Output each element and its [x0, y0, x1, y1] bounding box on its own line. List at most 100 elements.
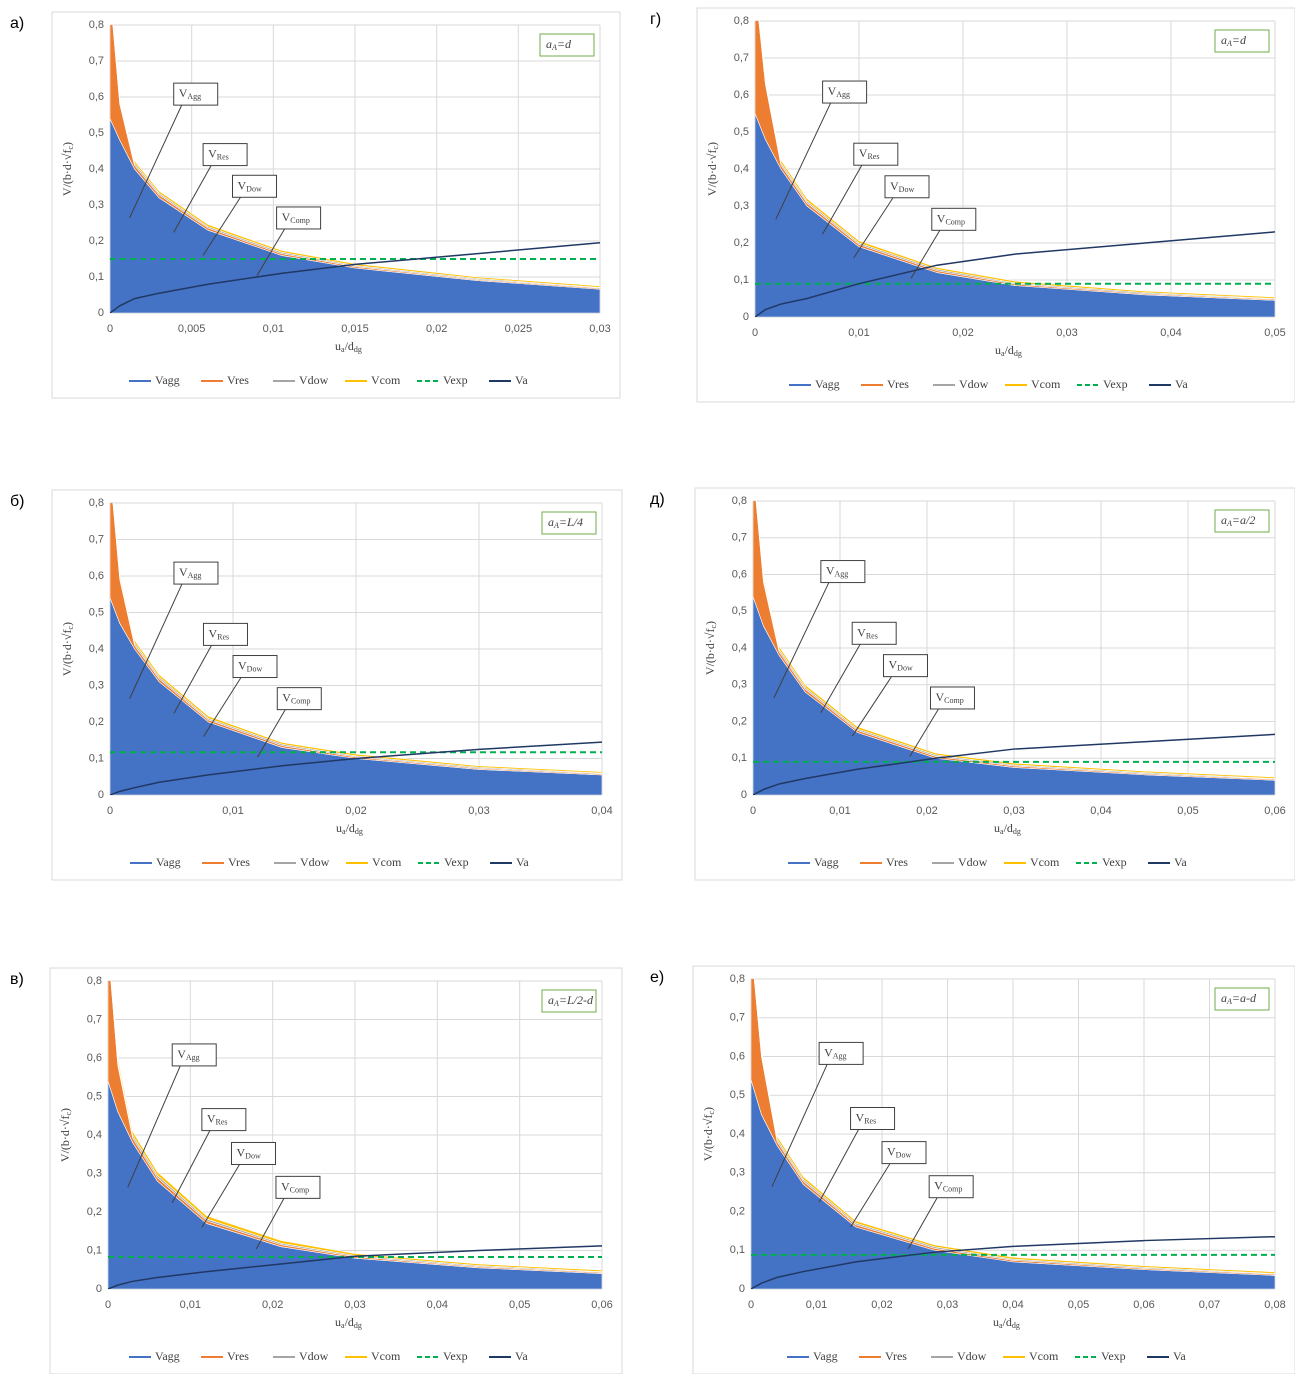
- callout-label-part: Res: [864, 1116, 876, 1125]
- callout-label: VAgg: [179, 565, 201, 580]
- x-axis-title-part: u: [994, 821, 1000, 835]
- callout-box: [929, 686, 975, 710]
- x-tick-label: 0,03: [468, 805, 489, 817]
- x-tick-label: 0,04: [1090, 805, 1111, 817]
- annotation-part: =a-d: [1232, 991, 1257, 1005]
- callout-leader: [129, 583, 183, 699]
- x-tick-label: 0,04: [1002, 1299, 1023, 1311]
- annotation-box: [1214, 987, 1270, 1011]
- y-axis-title: V/(b·d·√fc): [705, 142, 720, 196]
- callout-label-part: V: [828, 84, 837, 98]
- callout-box: [851, 621, 897, 645]
- annotation: aA=d: [1221, 33, 1247, 48]
- annotation-part: A: [553, 521, 559, 530]
- callout-label-part: Agg: [186, 1053, 200, 1062]
- annotation-box: [541, 511, 597, 535]
- series-line: [753, 733, 1275, 795]
- callout-leader: [909, 708, 939, 758]
- callout-label-part: V: [859, 146, 868, 160]
- callout-box: [171, 1043, 217, 1067]
- callout-label-part: Res: [866, 631, 878, 640]
- y-tick-label: 0: [739, 1283, 745, 1295]
- y-axis-title-part: ): [60, 142, 74, 146]
- panel-label: г): [650, 11, 661, 28]
- callout-leader: [775, 102, 832, 220]
- y-axis-title-part: c: [66, 625, 75, 629]
- callout-label: VRes: [208, 626, 229, 641]
- y-tick-label: 0,6: [89, 91, 104, 103]
- callout-leader: [171, 1130, 211, 1203]
- legend-label: Va: [1174, 855, 1187, 869]
- y-tick-label: 0,7: [87, 1013, 102, 1025]
- callout-label: VAgg: [179, 86, 201, 101]
- callout-leader: [173, 645, 212, 714]
- callout-label-part: Res: [867, 152, 879, 161]
- x-tick-label: 0: [748, 1299, 754, 1311]
- callout-label-part: V: [856, 1110, 865, 1124]
- callout-label: VRes: [856, 1110, 877, 1125]
- callout-label-part: V: [282, 690, 291, 704]
- callout-label-part: V: [179, 86, 188, 100]
- y-tick-label: 0,2: [734, 237, 749, 249]
- y-tick-label: 0,8: [734, 15, 749, 27]
- x-axis-title-part: a: [341, 1321, 345, 1330]
- x-tick-label: 0,01: [222, 805, 243, 817]
- legend-label: Vexp: [443, 373, 468, 387]
- chart-panel: е) 0 0,1 0,2 0,3 0,4 0,5 0,6 0,7 0,8 0 0,01 0,02 0,03…: [650, 965, 1295, 1374]
- y-tick-label: 0,6: [734, 89, 749, 101]
- annotation-part: A: [1226, 519, 1232, 528]
- legend-label: Vexp: [1103, 377, 1128, 391]
- y-tick-label: 0,2: [87, 1206, 102, 1218]
- plot-area: [753, 501, 1275, 795]
- legend-label: Vres: [886, 855, 908, 869]
- stack-band: [754, 979, 1275, 1274]
- annotation: aA=a-d: [1221, 991, 1257, 1006]
- callout-box: [853, 142, 899, 166]
- callout-label-part: V: [208, 146, 217, 160]
- callout-label: VRes: [857, 625, 878, 640]
- callout-box: [232, 174, 277, 198]
- callout-leader: [127, 1065, 181, 1188]
- callout-leader: [256, 228, 286, 276]
- annotation-part: =d: [557, 37, 572, 51]
- y-tick-label: 0,5: [732, 605, 747, 617]
- y-tick-label: 0,8: [87, 975, 102, 987]
- y-tick-label: 0,1: [87, 1244, 102, 1256]
- callout-label: VDow: [889, 657, 913, 672]
- callout-label: VComp: [281, 1179, 309, 1194]
- x-tick-label: 0,01: [180, 1299, 201, 1311]
- callout-label-part: V: [238, 178, 247, 192]
- y-tick-label: 0,8: [89, 497, 104, 509]
- x-tick-label: 0,02: [871, 1299, 892, 1311]
- legend-label: Vdow: [299, 1349, 329, 1363]
- callout-box: [276, 206, 322, 230]
- y-tick-label: 0: [98, 307, 104, 319]
- callout-box: [820, 560, 866, 584]
- legend-label: Vdow: [299, 373, 329, 387]
- y-tick-label: 0,7: [732, 532, 747, 544]
- x-axis-title: ua/ddg: [993, 1315, 1020, 1330]
- x-tick-label: 0: [107, 323, 113, 335]
- y-tick-label: 0,7: [730, 1012, 745, 1024]
- callout-label-part: V: [282, 210, 291, 224]
- chart-panel: б) 0 0,1 0,2 0,3 0,4 0,5 0,6 0,7 0,8 0 0,01 0,02 0,03…: [10, 489, 623, 881]
- annotation: aA=a/2: [1221, 513, 1255, 528]
- callout-label-part: V: [826, 563, 835, 577]
- chart-panel: г) 0 0,1 0,2 0,3 0,4 0,5 0,6 0,7 0,8 0 0,01 0,02 0,03…: [650, 7, 1295, 403]
- callout-leader: [257, 709, 286, 758]
- x-tick-label: 0,05: [1264, 327, 1285, 339]
- y-tick-label: 0,2: [89, 716, 104, 728]
- legend-label: Vagg: [156, 855, 181, 869]
- y-axis-title: V/(b·d·√fc): [58, 1108, 73, 1162]
- callout-label: VComp: [934, 1178, 962, 1193]
- y-axis-title-part: ): [703, 621, 717, 625]
- y-tick-label: 0,8: [730, 973, 745, 985]
- y-tick-label: 0,3: [89, 679, 104, 691]
- callout-label-part: V: [179, 565, 188, 579]
- y-axis-title-part: ): [701, 1107, 715, 1111]
- annotation-part: a: [1221, 33, 1227, 47]
- callout-label-part: Res: [217, 152, 229, 161]
- callout-label-part: V: [937, 211, 946, 225]
- callout-label-part: V: [207, 1111, 216, 1125]
- callout-leader: [822, 164, 863, 235]
